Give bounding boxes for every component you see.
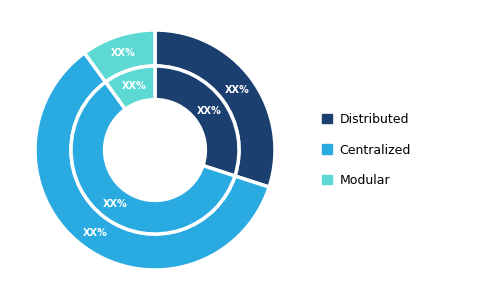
Legend: Distributed, Centralized, Modular: Distributed, Centralized, Modular <box>318 108 416 192</box>
Wedge shape <box>35 53 269 270</box>
Text: XX%: XX% <box>225 85 250 95</box>
Wedge shape <box>71 82 235 234</box>
Text: XX%: XX% <box>103 200 128 209</box>
Text: XX%: XX% <box>122 81 146 91</box>
Wedge shape <box>106 66 155 109</box>
Text: XX%: XX% <box>197 106 222 116</box>
Wedge shape <box>84 30 155 82</box>
Text: XX%: XX% <box>82 227 108 238</box>
Text: XX%: XX% <box>111 48 136 58</box>
Wedge shape <box>155 30 275 187</box>
Wedge shape <box>155 66 239 176</box>
